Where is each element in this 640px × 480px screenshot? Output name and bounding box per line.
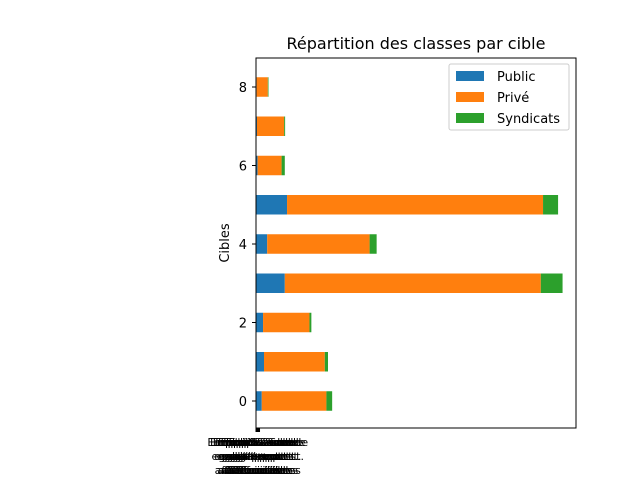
bar-syndicats-4	[370, 234, 377, 254]
bar-syndicats-1	[325, 352, 328, 372]
bar-public-5	[256, 195, 287, 215]
bar-public-2	[256, 313, 263, 333]
bar-privé-0	[262, 391, 327, 411]
bar-privé-1	[264, 352, 325, 372]
bar-privé-2	[263, 313, 309, 333]
bar-public-1	[256, 352, 264, 372]
bar-privé-8	[257, 77, 268, 97]
bar-public-0	[256, 391, 262, 411]
y-tick-label: 4	[239, 238, 247, 253]
legend: Public Privé Syndicats	[449, 64, 569, 130]
bar-syndicats-8	[268, 77, 269, 97]
bar-public-3	[256, 274, 285, 294]
bar-privé-7	[257, 117, 284, 137]
bar-public-4	[256, 234, 267, 254]
bar-privé-4	[267, 234, 369, 254]
y-tick-label: 6	[239, 160, 247, 175]
bar-privé-6	[258, 156, 282, 176]
bar-syndicats-6	[282, 156, 285, 176]
bar-privé-5	[287, 195, 543, 215]
x-tick-label: egal + prest.	[233, 450, 304, 463]
bar-syndicats-2	[309, 313, 311, 333]
x-tick-label: aff. sociales	[236, 464, 301, 477]
legend-label-public: Public	[497, 70, 535, 85]
legend-label-privé: Privé	[497, 91, 529, 106]
y-tick-label: 0	[239, 395, 247, 410]
bar-privé-3	[285, 274, 541, 294]
y-tick-label: 8	[239, 81, 247, 96]
bar-syndicats-7	[284, 117, 285, 137]
legend-label-syndicats: Syndicats	[497, 112, 560, 127]
legend-swatch-privé	[456, 92, 484, 102]
bar-syndicats-0	[326, 391, 332, 411]
chart-title: Répartition des classes par cible	[287, 34, 546, 53]
bar-syndicats-5	[543, 195, 558, 215]
y-axis: 0 2 4 6 8	[239, 81, 256, 410]
y-axis-label: Cibles	[218, 223, 233, 263]
bar-syndicats-3	[541, 274, 563, 294]
legend-swatch-public	[456, 71, 484, 81]
legend-swatch-syndicats	[456, 113, 484, 123]
y-tick-label: 2	[239, 317, 247, 332]
x-tick-label: Emploi & code	[229, 436, 309, 449]
